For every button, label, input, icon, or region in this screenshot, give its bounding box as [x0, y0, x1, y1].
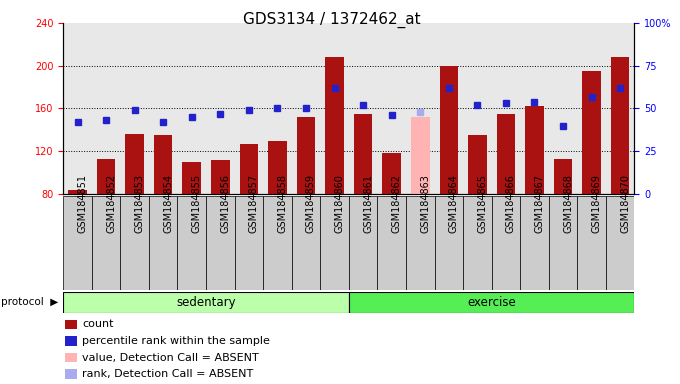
- Text: GSM184861: GSM184861: [363, 174, 373, 233]
- Bar: [235, 23, 263, 194]
- Text: exercise: exercise: [467, 296, 516, 309]
- Bar: [320, 196, 349, 290]
- Bar: [149, 23, 177, 194]
- Bar: [520, 23, 549, 194]
- Text: GSM184860: GSM184860: [335, 174, 345, 233]
- Bar: [549, 23, 577, 194]
- Bar: [577, 23, 606, 194]
- Bar: [268, 141, 287, 194]
- Bar: [496, 114, 515, 194]
- Bar: [206, 196, 235, 290]
- Bar: [120, 23, 149, 194]
- Text: count: count: [82, 319, 114, 329]
- Text: GSM184868: GSM184868: [563, 174, 573, 233]
- Text: rank, Detection Call = ABSENT: rank, Detection Call = ABSENT: [82, 369, 254, 379]
- Bar: [177, 196, 206, 290]
- Bar: [468, 135, 487, 194]
- Text: GSM184856: GSM184856: [220, 174, 231, 233]
- Bar: [296, 117, 316, 194]
- Bar: [68, 190, 87, 194]
- Text: GSM184851: GSM184851: [78, 174, 88, 233]
- Text: value, Detection Call = ABSENT: value, Detection Call = ABSENT: [82, 353, 259, 362]
- Bar: [349, 196, 377, 290]
- Bar: [63, 196, 92, 290]
- Bar: [120, 196, 149, 290]
- Bar: [177, 23, 206, 194]
- Bar: [377, 196, 406, 290]
- Text: GSM184857: GSM184857: [249, 174, 259, 233]
- Bar: [63, 292, 349, 313]
- Bar: [349, 23, 377, 194]
- Bar: [325, 57, 344, 194]
- Text: GSM184853: GSM184853: [135, 174, 145, 233]
- Text: GSM184854: GSM184854: [163, 174, 173, 233]
- Text: sedentary: sedentary: [176, 296, 236, 309]
- Bar: [463, 23, 492, 194]
- Bar: [92, 23, 120, 194]
- Bar: [154, 135, 173, 194]
- Bar: [435, 196, 463, 290]
- Bar: [125, 134, 144, 194]
- Bar: [406, 23, 435, 194]
- Text: GSM184862: GSM184862: [392, 174, 402, 233]
- Bar: [439, 66, 458, 194]
- Bar: [97, 159, 116, 194]
- Bar: [606, 23, 634, 194]
- Bar: [377, 23, 406, 194]
- Text: percentile rank within the sample: percentile rank within the sample: [82, 336, 270, 346]
- Bar: [606, 196, 634, 290]
- Bar: [435, 23, 463, 194]
- Bar: [520, 196, 549, 290]
- Bar: [263, 196, 292, 290]
- Bar: [349, 292, 634, 313]
- Text: GSM184870: GSM184870: [620, 174, 630, 233]
- Bar: [239, 144, 258, 194]
- Text: GSM184863: GSM184863: [420, 174, 430, 233]
- Bar: [292, 23, 320, 194]
- Bar: [63, 23, 92, 194]
- Bar: [411, 117, 430, 194]
- Text: GSM184866: GSM184866: [506, 174, 516, 233]
- Bar: [354, 114, 373, 194]
- Bar: [235, 196, 263, 290]
- Bar: [492, 196, 520, 290]
- Text: protocol  ▶: protocol ▶: [1, 297, 58, 308]
- Bar: [92, 196, 120, 290]
- Bar: [406, 196, 435, 290]
- Bar: [292, 196, 320, 290]
- Bar: [492, 23, 520, 194]
- Text: GSM184855: GSM184855: [192, 174, 202, 233]
- Bar: [382, 153, 401, 194]
- Bar: [463, 196, 492, 290]
- Bar: [577, 196, 606, 290]
- Bar: [582, 71, 601, 194]
- Text: GDS3134 / 1372462_at: GDS3134 / 1372462_at: [243, 12, 420, 28]
- Text: GSM184865: GSM184865: [477, 174, 488, 233]
- Bar: [525, 106, 544, 194]
- Bar: [149, 196, 177, 290]
- Bar: [182, 162, 201, 194]
- Text: GSM184867: GSM184867: [534, 174, 545, 233]
- Text: GSM184858: GSM184858: [277, 174, 288, 233]
- Text: GSM184869: GSM184869: [592, 174, 602, 233]
- Bar: [549, 196, 577, 290]
- Bar: [206, 23, 235, 194]
- Bar: [320, 23, 349, 194]
- Bar: [211, 160, 230, 194]
- Bar: [263, 23, 292, 194]
- Text: GSM184864: GSM184864: [449, 174, 459, 233]
- Text: GSM184859: GSM184859: [306, 174, 316, 233]
- Text: GSM184852: GSM184852: [106, 174, 116, 233]
- Bar: [554, 159, 573, 194]
- Bar: [611, 57, 630, 194]
